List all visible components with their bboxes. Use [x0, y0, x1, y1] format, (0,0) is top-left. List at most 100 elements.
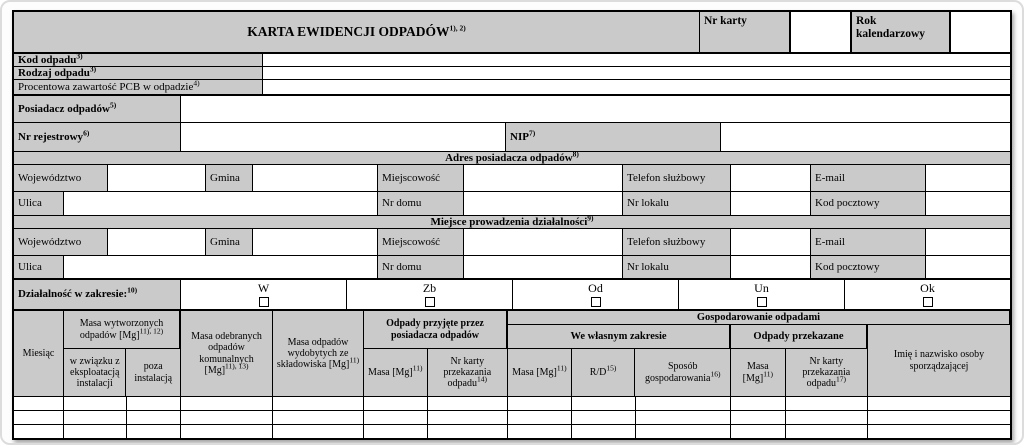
table-cell[interactable] — [428, 411, 508, 424]
table-cell[interactable] — [868, 411, 1010, 424]
table-cell[interactable] — [273, 411, 364, 424]
wojewodztwo-input[interactable] — [108, 229, 206, 255]
col-w-zwiazku-instalacja: w związku z eksploatacją instalacji — [64, 349, 127, 396]
table-cell[interactable] — [786, 425, 868, 438]
form-title: KARTA EWIDENCJI ODPADÓW1), 2) — [14, 12, 700, 52]
telefon-input[interactable] — [731, 229, 811, 255]
table-cell[interactable] — [868, 425, 1010, 438]
kod-odpadu-input[interactable] — [263, 54, 1010, 66]
dzialalnosc-option-w: W — [181, 280, 347, 309]
gmina-input[interactable] — [253, 165, 378, 191]
wojewodztwo-label: Województwo — [14, 229, 108, 255]
table-cell[interactable] — [636, 425, 731, 438]
col-group-przyjete: Odpady przyjęte przez posiadacza odpadów… — [364, 311, 508, 396]
table-cell[interactable] — [572, 411, 636, 424]
table-cell[interactable] — [181, 397, 273, 410]
kod-pocztowy-input[interactable] — [926, 192, 1010, 215]
option-letter: Zb — [422, 281, 437, 296]
table-cell[interactable] — [64, 425, 127, 438]
table-cell[interactable] — [508, 425, 572, 438]
nr-domu-input[interactable] — [464, 256, 623, 278]
footnote-ref: 3) — [76, 54, 83, 61]
adres-section-title: Adres posiadacza odpadów8) — [14, 152, 1010, 164]
waste-record-card-form: KARTA EWIDENCJI ODPADÓW1), 2) Nr karty R… — [12, 10, 1012, 440]
nr-domu-label: Nr domu — [378, 256, 464, 278]
checkbox-zb[interactable] — [424, 296, 435, 307]
table-cell[interactable] — [273, 397, 364, 410]
posiadacz-input[interactable] — [181, 96, 1010, 122]
kod-pocztowy-input[interactable] — [926, 256, 1010, 278]
nip-input[interactable] — [721, 123, 1010, 151]
table-cell[interactable] — [508, 397, 572, 410]
table-cell[interactable] — [364, 411, 428, 424]
miejsce-row-2: Ulica Nr domu Nr lokalu Kod pocztowy — [14, 256, 1010, 280]
footnote-ref: 11) — [349, 355, 360, 365]
miejscowosc-input[interactable] — [464, 165, 623, 191]
table-cell[interactable] — [508, 411, 572, 424]
table-cell[interactable] — [636, 397, 731, 410]
rok-kalendarzowy-input[interactable] — [949, 12, 1010, 52]
col-wydobyte-skladowisko: Masa odpadów wydobytych ze składowiska [… — [273, 311, 364, 396]
ulica-input[interactable] — [64, 256, 378, 278]
pcb-input[interactable] — [263, 80, 1010, 94]
telefon-label: Telefon służbowy — [623, 229, 731, 255]
wojewodztwo-input[interactable] — [108, 165, 206, 191]
dzialalnosc-option-un: Un — [679, 280, 845, 309]
table-cell[interactable] — [731, 425, 786, 438]
table-cell[interactable] — [64, 397, 127, 410]
posiadacz-row: Posiadacz odpadów5) — [14, 96, 1010, 123]
ulica-input[interactable] — [64, 192, 378, 215]
dzialalnosc-option-od: Od — [513, 280, 679, 309]
rodzaj-odpadu-input[interactable] — [263, 67, 1010, 79]
dzialalnosc-option-ok: Ok — [845, 280, 1010, 309]
table-cell[interactable] — [127, 411, 181, 424]
checkbox-w[interactable] — [258, 296, 269, 307]
checkbox-ok[interactable] — [922, 296, 933, 307]
checkbox-od[interactable] — [590, 296, 601, 307]
footnote-ref: 8) — [572, 152, 579, 159]
table-cell[interactable] — [14, 425, 64, 438]
table-cell[interactable] — [364, 397, 428, 410]
table-cell[interactable] — [428, 397, 508, 410]
table-cell[interactable] — [572, 397, 636, 410]
nr-karty-input[interactable] — [789, 12, 852, 52]
table-cell[interactable] — [731, 411, 786, 424]
footnote-ref: 17) — [836, 374, 847, 384]
table-cell[interactable] — [14, 397, 64, 410]
table-cell[interactable] — [181, 425, 273, 438]
table-cell[interactable] — [572, 425, 636, 438]
footnote-ref: 7) — [528, 128, 536, 138]
table-cell[interactable] — [273, 425, 364, 438]
checkbox-un[interactable] — [756, 296, 767, 307]
table-cell[interactable] — [14, 411, 64, 424]
table-cell[interactable] — [786, 397, 868, 410]
table-cell[interactable] — [364, 425, 428, 438]
nr-domu-input[interactable] — [464, 192, 623, 215]
gmina-input[interactable] — [253, 229, 378, 255]
table-cell[interactable] — [127, 397, 181, 410]
nr-lokalu-input[interactable] — [731, 192, 811, 215]
adres-row-2: Ulica Nr domu Nr lokalu Kod pocztowy — [14, 192, 1010, 216]
rodzaj-odpadu-label: Rodzaj odpadu3) — [14, 67, 263, 79]
table-cell[interactable] — [64, 411, 127, 424]
wojewodztwo-label: Województwo — [14, 165, 108, 191]
kod-pocztowy-label: Kod pocztowy — [811, 256, 926, 278]
table-cell[interactable] — [636, 411, 731, 424]
nr-lokalu-input[interactable] — [731, 256, 811, 278]
nr-rejestrowy-input[interactable] — [181, 123, 506, 151]
telefon-input[interactable] — [731, 165, 811, 191]
table-cell[interactable] — [127, 425, 181, 438]
email-input[interactable] — [926, 165, 1010, 191]
table-header: Miesiąc Masa wytworzonych odpadów [Mg]11… — [14, 311, 1010, 397]
table-cell[interactable] — [868, 397, 1010, 410]
email-input[interactable] — [926, 229, 1010, 255]
table-cell[interactable] — [786, 411, 868, 424]
miejscowosc-input[interactable] — [464, 229, 623, 255]
table-cell[interactable] — [181, 411, 273, 424]
table-cell[interactable] — [428, 425, 508, 438]
table-row — [14, 425, 1010, 438]
table-cell[interactable] — [731, 397, 786, 410]
rejestrowy-row: Nr rejestrowy6) NIP7) — [14, 123, 1010, 152]
ulica-label: Ulica — [14, 192, 64, 215]
footnote-ref: 1), 2) — [449, 23, 466, 33]
